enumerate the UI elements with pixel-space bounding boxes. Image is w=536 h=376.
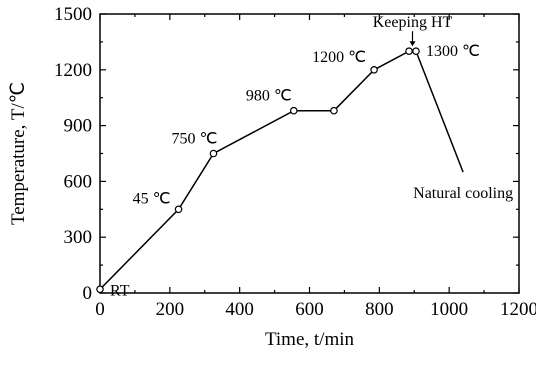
y-tick-label: 1200 bbox=[54, 60, 92, 81]
data-point-marker bbox=[96, 285, 104, 294]
annotation-label: 980 ℃ bbox=[246, 88, 292, 105]
y-tick-label: 0 bbox=[83, 283, 93, 304]
data-point-marker bbox=[289, 106, 298, 115]
y-tick-label: 900 bbox=[64, 116, 93, 137]
data-point-marker bbox=[209, 149, 218, 158]
y-tick-label: 600 bbox=[64, 171, 93, 192]
x-tick-label: 0 bbox=[95, 299, 105, 320]
annotation-label: Keeping HT bbox=[373, 14, 453, 31]
data-point-marker bbox=[405, 47, 413, 56]
x-tick-label: 400 bbox=[225, 299, 254, 320]
annotation-label: 1300 ℃ bbox=[426, 43, 480, 60]
data-point-marker bbox=[370, 66, 378, 74]
data-point-marker bbox=[174, 205, 183, 214]
keeping-ht-arrowhead bbox=[409, 41, 416, 47]
annotations: RT 45 ℃ 750 ℃ 980 ℃ 1200 ℃ Keeping HT 1300 ℃ Na… bbox=[110, 14, 513, 299]
axis-titles: Time, t/min Temperature, T/℃ bbox=[8, 82, 355, 350]
data-point-marker bbox=[330, 106, 338, 115]
annotation-label: 750 ℃ bbox=[172, 131, 218, 148]
annotation-label: RT bbox=[110, 282, 130, 299]
annotation-label: 1200 ℃ bbox=[312, 49, 366, 66]
x-tick-label: 800 bbox=[365, 299, 394, 320]
series bbox=[96, 47, 464, 294]
x-axis-title: Time, t/min bbox=[265, 329, 355, 350]
y-tick-label: 300 bbox=[64, 227, 93, 248]
x-tick-label: 1000 bbox=[430, 299, 468, 320]
ticks: 0 200 400 600 800 1000 1200 0 300 600 900 1200 1500 bbox=[54, 4, 536, 320]
x-tick-label: 600 bbox=[295, 299, 324, 320]
y-axis-title: Temperature, T/℃ bbox=[8, 82, 29, 225]
x-tick-label: 1200 bbox=[500, 299, 536, 320]
y-tick-label: 1500 bbox=[54, 4, 92, 25]
data-point-marker bbox=[412, 47, 420, 56]
x-tick-label: 200 bbox=[156, 299, 185, 320]
annotation-label: 45 ℃ bbox=[133, 190, 171, 207]
annotation-label: Natural cooling bbox=[413, 185, 513, 202]
